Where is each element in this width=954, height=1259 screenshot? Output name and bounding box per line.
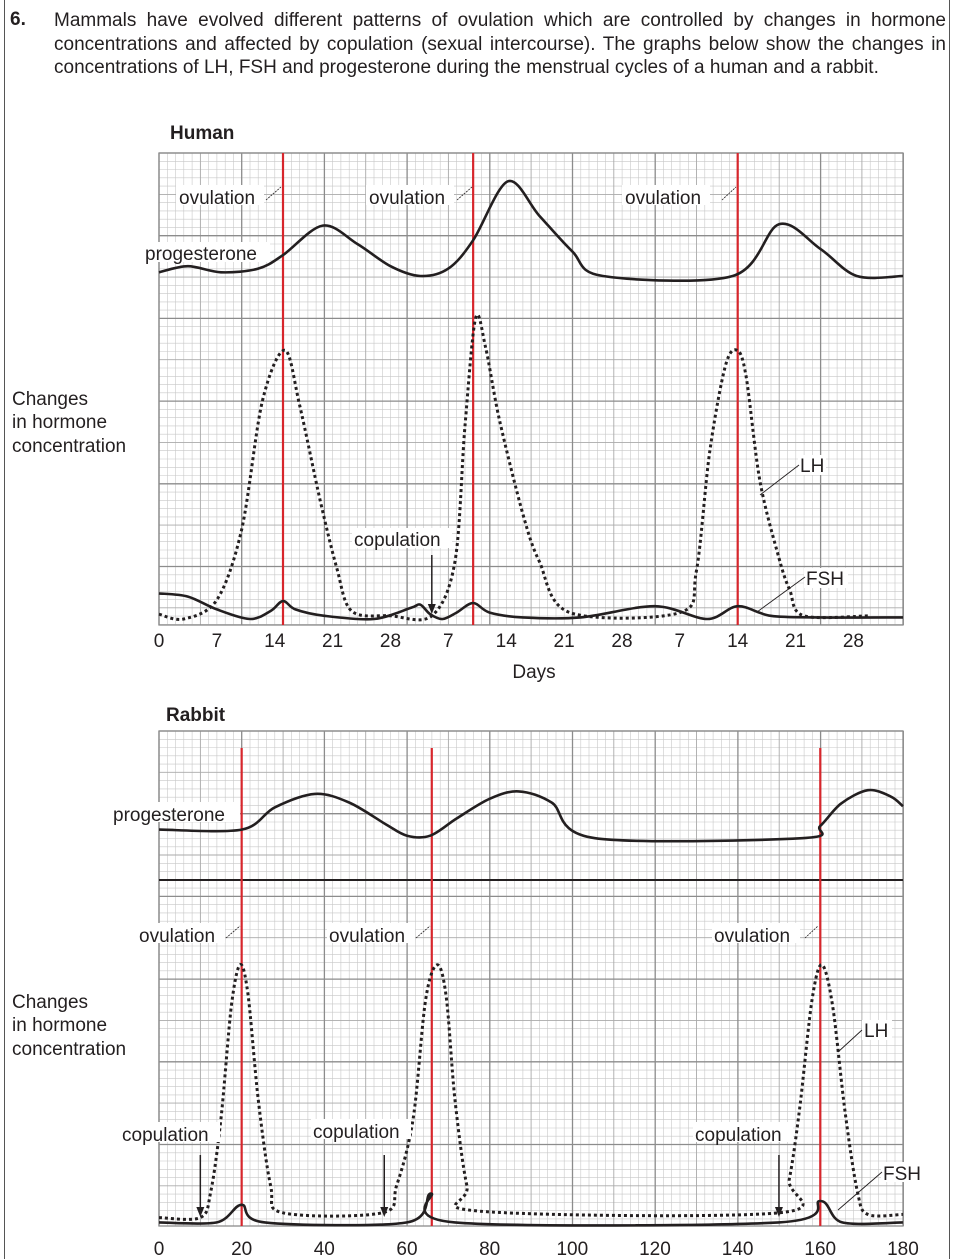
ovulation-label: ovulation bbox=[625, 188, 701, 209]
x-tick-label: 40 bbox=[314, 1239, 335, 1259]
rabbit-chart: Rabbit 0 20 40 60 80 100 120 140 160 180 Changes … bbox=[12, 705, 925, 1259]
series-fsh-curve bbox=[158, 1192, 903, 1227]
y-axis-label-line1: Changes bbox=[12, 992, 88, 1013]
ovulation-label: ovulation bbox=[179, 188, 255, 209]
grid bbox=[158, 730, 904, 1227]
x-tick-label: 0 bbox=[154, 631, 165, 652]
x-tick-label: 180 bbox=[887, 1239, 919, 1259]
x-tick-label: 28 bbox=[611, 631, 632, 652]
x-tick-label: 7 bbox=[443, 631, 454, 652]
curves bbox=[158, 179, 904, 622]
ovulation-label: ovulation bbox=[714, 926, 790, 947]
ovulation-label: ovulation bbox=[369, 188, 445, 209]
x-tick-label: 120 bbox=[639, 1239, 671, 1259]
x-tick-label: 14 bbox=[496, 631, 518, 652]
x-tick-label: 0 bbox=[154, 1239, 165, 1259]
x-tick-labels: 0 20 40 60 80 100 120 140 160 180 bbox=[154, 1239, 919, 1259]
y-axis-label-line1: Changes bbox=[12, 389, 88, 410]
fsh-label: FSH bbox=[883, 1164, 921, 1185]
series-progesterone-curve bbox=[158, 788, 904, 843]
lh-label: LH bbox=[864, 1021, 888, 1042]
y-axis-label-line2: in hormone bbox=[12, 1015, 107, 1036]
ovulation-lines bbox=[281, 153, 739, 625]
x-axis-label: Days bbox=[512, 662, 555, 683]
human-chart: Human 0 7 14 21 28 7 14 21 28 7 14 21 28 Days Change… bbox=[12, 123, 904, 683]
x-tick-labels: 0 7 14 21 28 7 14 21 28 7 14 21 28 bbox=[154, 631, 864, 652]
ovulation-label: ovulation bbox=[139, 926, 215, 947]
x-tick-label: 7 bbox=[212, 631, 223, 652]
x-tick-label: 21 bbox=[554, 631, 575, 652]
x-tick-label: 28 bbox=[843, 631, 864, 652]
x-tick-label: 100 bbox=[556, 1239, 588, 1259]
series-lh-curve bbox=[158, 963, 903, 1221]
x-tick-label: 28 bbox=[380, 631, 401, 652]
ovulation-label: ovulation bbox=[329, 926, 405, 947]
x-tick-label: 80 bbox=[479, 1239, 500, 1259]
x-tick-label: 140 bbox=[722, 1239, 754, 1259]
copulation-label: copulation bbox=[313, 1122, 400, 1143]
copulation-label: copulation bbox=[695, 1125, 782, 1146]
ovulation-labels: ovulation ovulation ovulation bbox=[137, 923, 819, 947]
arrow-head-icon bbox=[774, 1207, 783, 1217]
chart-title-rabbit: Rabbit bbox=[166, 705, 226, 726]
y-axis-label-line3: concentration bbox=[12, 436, 126, 457]
series-progesterone-curve bbox=[158, 179, 904, 283]
x-tick-label: 7 bbox=[675, 631, 686, 652]
progesterone-label: progesterone bbox=[113, 805, 225, 826]
copulation-arrows bbox=[427, 555, 436, 614]
fsh-label: FSH bbox=[806, 569, 844, 590]
question-number: 6. bbox=[10, 9, 26, 30]
arrow-head-icon bbox=[427, 604, 436, 614]
arrow-head-icon bbox=[380, 1207, 389, 1217]
question-text: Mammals have evolved different patterns … bbox=[54, 10, 946, 78]
x-tick-label: 21 bbox=[322, 631, 343, 652]
plot-frame bbox=[158, 152, 904, 626]
copulation-arrows bbox=[196, 1155, 783, 1217]
x-tick-label: 160 bbox=[804, 1239, 836, 1259]
curves bbox=[158, 788, 904, 1227]
copulation-label: copulation bbox=[122, 1125, 209, 1146]
arrow-head-icon bbox=[196, 1207, 205, 1217]
x-tick-label: 14 bbox=[264, 631, 286, 652]
series-fsh-curve bbox=[158, 592, 904, 621]
grid bbox=[158, 152, 904, 626]
y-axis-label-line2: in hormone bbox=[12, 412, 107, 433]
y-axis-label-line3: concentration bbox=[12, 1039, 126, 1060]
chart-title-human: Human bbox=[170, 123, 234, 144]
progesterone-label: progesterone bbox=[145, 244, 257, 265]
x-tick-label: 20 bbox=[231, 1239, 252, 1259]
x-tick-label: 14 bbox=[727, 631, 749, 652]
page-border bbox=[4, 0, 950, 1259]
lh-label: LH bbox=[800, 456, 824, 477]
x-tick-label: 60 bbox=[396, 1239, 417, 1259]
copulation-label: copulation bbox=[354, 530, 441, 551]
copulation-labels: copulation copulation copulation bbox=[120, 1119, 793, 1146]
x-tick-label: 21 bbox=[785, 631, 806, 652]
series-lh-curve bbox=[158, 313, 871, 622]
ovulation-labels: ovulation ovulation ovulation bbox=[176, 185, 737, 209]
grid-mid bbox=[159, 153, 903, 625]
